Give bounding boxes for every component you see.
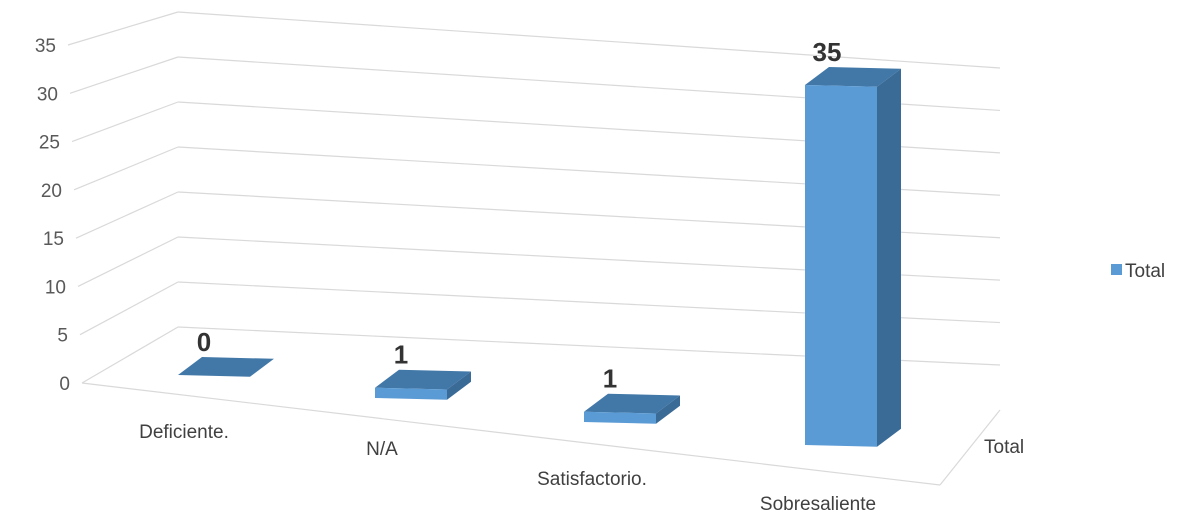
gridline-side: [70, 57, 178, 93]
bar: [178, 357, 274, 377]
depth-axis-label: Total: [984, 437, 1024, 458]
category-labels: Deficiente. N/A Satisfactorio. Sobresalient…: [139, 422, 876, 515]
category-label: Deficiente.: [139, 422, 229, 443]
data-labels: 0 1 1 35: [197, 37, 842, 394]
bar-front: [584, 412, 656, 424]
bar-side: [877, 69, 901, 447]
y-tick-label: 30: [37, 84, 58, 105]
y-tick-label: 5: [57, 326, 68, 347]
data-label: 0: [197, 327, 211, 357]
y-tick-label: 20: [41, 181, 62, 202]
data-label: 35: [813, 37, 842, 67]
bar: [805, 67, 901, 447]
legend-swatch: [1111, 264, 1122, 275]
gridline-side: [74, 147, 178, 190]
category-label: Satisfactorio.: [537, 469, 647, 490]
bar-front: [805, 85, 877, 447]
gridline-back: [178, 12, 1000, 68]
gridline-side: [80, 282, 178, 335]
data-label: 1: [394, 340, 408, 370]
data-label: 1: [603, 364, 617, 394]
bar: [375, 370, 471, 400]
gridline-side: [68, 12, 178, 45]
gridline-side: [82, 327, 178, 383]
category-label: Sobresaliente: [760, 494, 876, 515]
gridline-side: [72, 102, 178, 142]
y-tick-label: 15: [43, 229, 64, 250]
category-label: N/A: [366, 439, 398, 460]
gridline-side: [78, 237, 178, 286]
gridline-side: [76, 192, 178, 238]
bar-top: [178, 357, 274, 377]
bar: [584, 394, 680, 424]
legend-label: Total: [1125, 261, 1165, 282]
y-tick-label: 35: [35, 36, 56, 57]
legend: Total: [1111, 261, 1165, 282]
y-tick-label: 0: [59, 374, 70, 395]
y-tick-label: 25: [39, 133, 60, 154]
bar-front: [375, 388, 447, 400]
y-tick-label: 10: [45, 277, 66, 298]
y-axis-ticks: 0 5 10 15 20 25 30 35: [35, 36, 70, 395]
